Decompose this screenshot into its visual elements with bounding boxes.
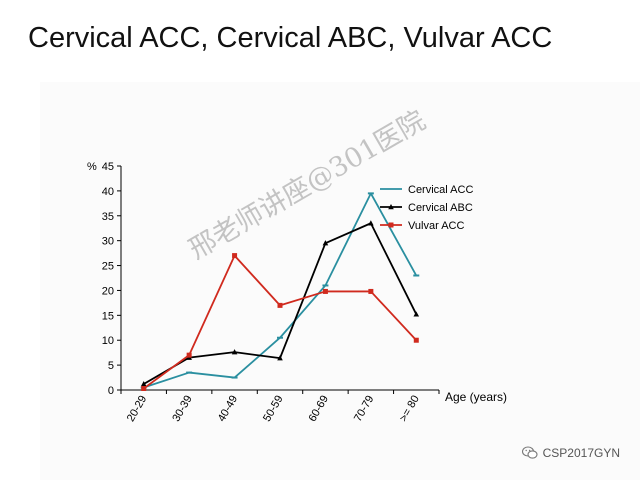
y-tick-label: 40 [102,186,114,198]
legend-marker [388,222,394,228]
data-point [322,288,328,294]
data-point [186,352,192,358]
y-tick-label: 45 [102,161,114,173]
x-tick-label: 70-79 [352,394,376,424]
data-point [232,253,238,259]
y-tick-label: 30 [102,236,114,248]
y-tick-label: 20 [102,285,114,297]
data-point [413,311,420,317]
data-point [413,337,419,343]
x-tick-label: 50-59 [261,394,285,424]
legend-label: Vulvar ACC [408,220,465,232]
y-tick-label: 25 [102,261,114,273]
y-tick-label: 5 [108,360,114,372]
x-tick-label: 30-39 [170,394,194,424]
y-tick-label: 0 [108,385,114,397]
x-tick-label: >= 80 [397,394,421,424]
data-point [140,381,147,387]
y-axis-label: % [87,161,97,173]
credit-text: CSP2017GYN [542,446,620,460]
y-tick-label: 10 [102,335,114,347]
legend-label: Cervical ABC [408,202,473,214]
wechat-icon [521,446,538,459]
data-point [368,220,374,226]
data-point [277,355,283,361]
series-line-2 [143,254,417,390]
legend-label: Cervical ACC [408,184,473,196]
x-axis-label: Age (years) [445,390,507,404]
slide-title: Cervical ACC, Cervical ABC, Vulvar ACC [28,22,553,54]
data-point [231,349,238,355]
x-tick-label: 40-49 [216,394,240,424]
data-point [368,288,374,294]
data-point [141,386,147,392]
y-tick-label: 15 [102,310,114,322]
y-tick-label: 35 [102,211,114,223]
line-chart: 0 5 10 15 20 25 30 35 40 45% 20-29 30-39 40-49 50-59 6… [87,161,507,424]
x-tick-label: 60-69 [307,394,331,424]
data-point [322,240,329,246]
chart-panel: 0 5 10 15 20 25 30 35 40 45% 20-29 30-39 40-49 50-59 6… [40,82,640,480]
legend-marker [388,204,394,210]
credit: CSP2017GYN [521,446,620,460]
data-point [277,302,283,308]
x-tick-label: 20-29 [125,394,149,424]
